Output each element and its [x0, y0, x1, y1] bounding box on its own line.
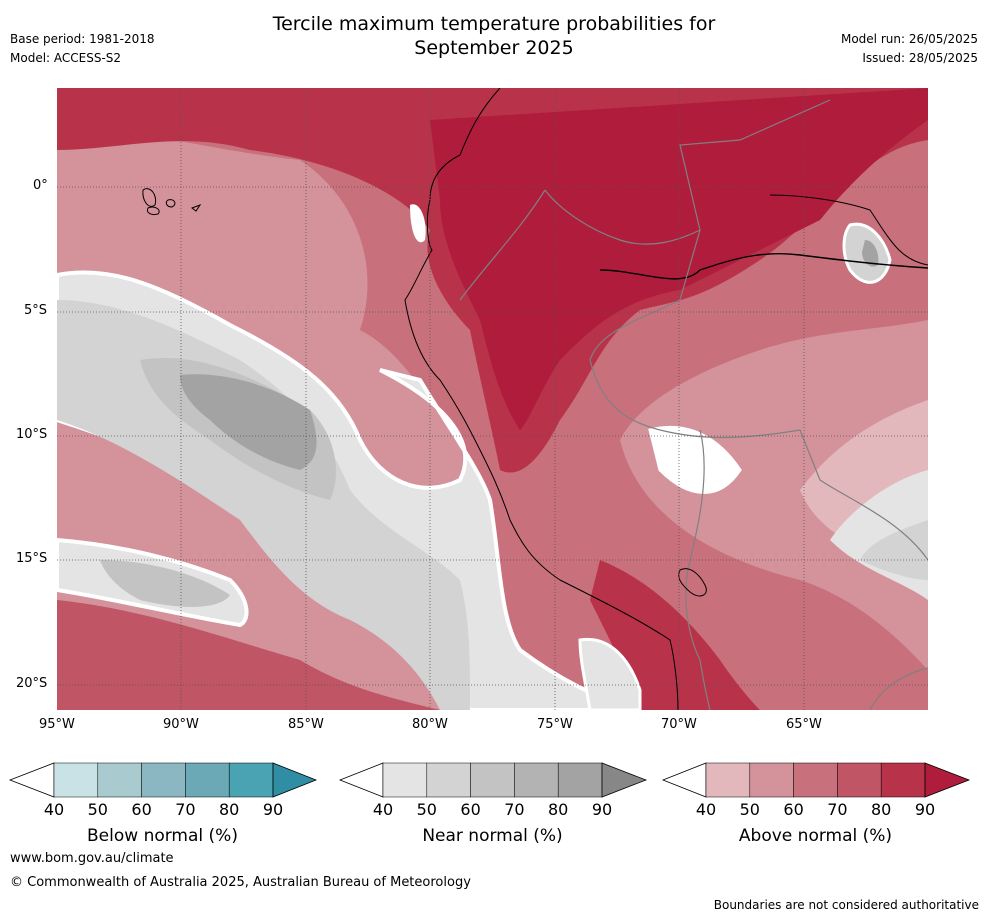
colorbar-above-label: Above normal (%) [738, 826, 893, 846]
country-borders [459, 99, 928, 710]
page-title: Tercile maximum temperature probabilitie… [0, 12, 988, 60]
colorbar-below-segment [228, 762, 274, 798]
colorbar-near-segment [382, 762, 428, 798]
colorbar-above-segment [880, 762, 926, 798]
colorbar-above-tick: 80 [871, 800, 892, 819]
lon-tick-95w: 95°W [39, 717, 75, 732]
lon-tick-65w: 65°W [786, 717, 822, 732]
title-line-1: Tercile maximum temperature probabilitie… [272, 13, 716, 35]
colorbar-near-segment [514, 762, 559, 798]
lake-titicaca [678, 568, 707, 597]
field-near-coast [410, 204, 426, 243]
colorbar-above-tick: 70 [827, 800, 848, 819]
colorbar-below-tick: 60 [131, 800, 152, 819]
galapagos-islands [142, 188, 202, 215]
colorbar-near-segment [426, 762, 471, 798]
lat-tick-0: 0° [33, 178, 48, 193]
colorbar-below-label: Below normal (%) [87, 826, 238, 846]
map-lines [142, 88, 928, 710]
colorbar-above-tick: 60 [783, 800, 804, 819]
issued-text: Issued: 28/05/2025 [862, 51, 978, 65]
colorbar-above-extend-low [661, 762, 707, 798]
field-near-60-sw [100, 560, 230, 607]
model-run-text: Model run: 26/05/2025 [840, 32, 978, 46]
colorbar-below-segment [97, 762, 142, 798]
disclaimer-text: Boundaries are not considered authoritat… [713, 898, 979, 912]
colorbar-near-tick: 50 [416, 800, 437, 819]
colorbar-near-extend-low [338, 762, 384, 798]
colorbar-below-tick: 40 [43, 800, 65, 819]
copyright-text: © Commonwealth of Australia 2025, Austra… [10, 875, 471, 890]
lon-tick-85w: 85°W [288, 717, 324, 732]
lon-tick-90w: 90°W [163, 717, 199, 732]
colorbar-below-extend-low [8, 762, 55, 798]
colorbars [8, 762, 971, 798]
colorbar-below-tick: 90 [262, 800, 284, 819]
lat-tick-5s: 5°S [24, 303, 48, 318]
field-near-inland [648, 425, 742, 494]
lon-tick-80w: 80°W [412, 717, 448, 732]
colorbar-above-segment [837, 762, 882, 798]
map-grid [57, 88, 928, 710]
lat-tick-20s: 20°S [16, 676, 48, 691]
colorbar-near-tick: 70 [504, 800, 525, 819]
colorbar-near [338, 762, 648, 798]
website-text: www.bom.gov.au/climate [10, 851, 174, 866]
lat-tick-15s: 15°S [16, 551, 48, 566]
lon-tick-70w: 70°W [661, 717, 697, 732]
colorbar-below-tick: 80 [219, 800, 240, 819]
colorbar-near-tick: 60 [460, 800, 481, 819]
border-south [869, 667, 928, 710]
base-period-text: Base period: 1981-2018 [10, 32, 155, 46]
map-fields [57, 88, 928, 710]
colorbar-near-extend-high [601, 762, 648, 798]
colorbar-below-segment [53, 762, 99, 798]
field-near-50-east [860, 520, 928, 580]
lat-tick-10s: 10°S [16, 427, 48, 442]
colorbar-near-label: Near normal (%) [422, 826, 563, 846]
colorbar-above-tick: 90 [914, 800, 936, 819]
colorbar-above-segment [793, 762, 838, 798]
coastline [404, 88, 679, 710]
meta-left: Base period: 1981-2018 Model: ACCESS-S2 [10, 30, 155, 68]
coast-north [769, 194, 928, 266]
colorbar-near-tick: 80 [548, 800, 569, 819]
model-text: Model: ACCESS-S2 [10, 51, 122, 65]
colorbar-near-segment [470, 762, 515, 798]
title-line-2: September 2025 [414, 37, 574, 59]
colorbar-above-tick: 50 [739, 800, 760, 819]
colorbar-above-segment [749, 762, 794, 798]
lon-tick-75w: 75°W [537, 717, 573, 732]
colorbar-near-segment [557, 762, 603, 798]
colorbar-below [8, 762, 318, 798]
field-above-50-east [620, 320, 928, 670]
probability-map [57, 88, 928, 710]
meta-right: Model run: 26/05/2025 Issued: 28/05/2025 [841, 30, 978, 68]
colorbar-below-tick: 70 [175, 800, 196, 819]
field-near-south [578, 637, 642, 710]
colorbar-below-segment [185, 762, 230, 798]
field-near-ne-core [862, 240, 879, 267]
colorbar-near-tick: 40 [372, 800, 394, 819]
field-near-50 [57, 300, 470, 710]
colorbar-below-segment [141, 762, 186, 798]
colorbar-below-tick: 50 [87, 800, 108, 819]
colorbar-above-extend-high [924, 762, 971, 798]
colorbar-above-tick: 40 [695, 800, 717, 819]
field-near-70 [180, 374, 317, 470]
field-above-70-sw [57, 600, 440, 710]
colorbar-near-tick: 90 [591, 800, 613, 819]
colorbar-above-segment [705, 762, 751, 798]
amazon-river [599, 252, 928, 280]
colorbar-below-extend-high [272, 762, 318, 798]
colorbar-above [661, 762, 971, 798]
